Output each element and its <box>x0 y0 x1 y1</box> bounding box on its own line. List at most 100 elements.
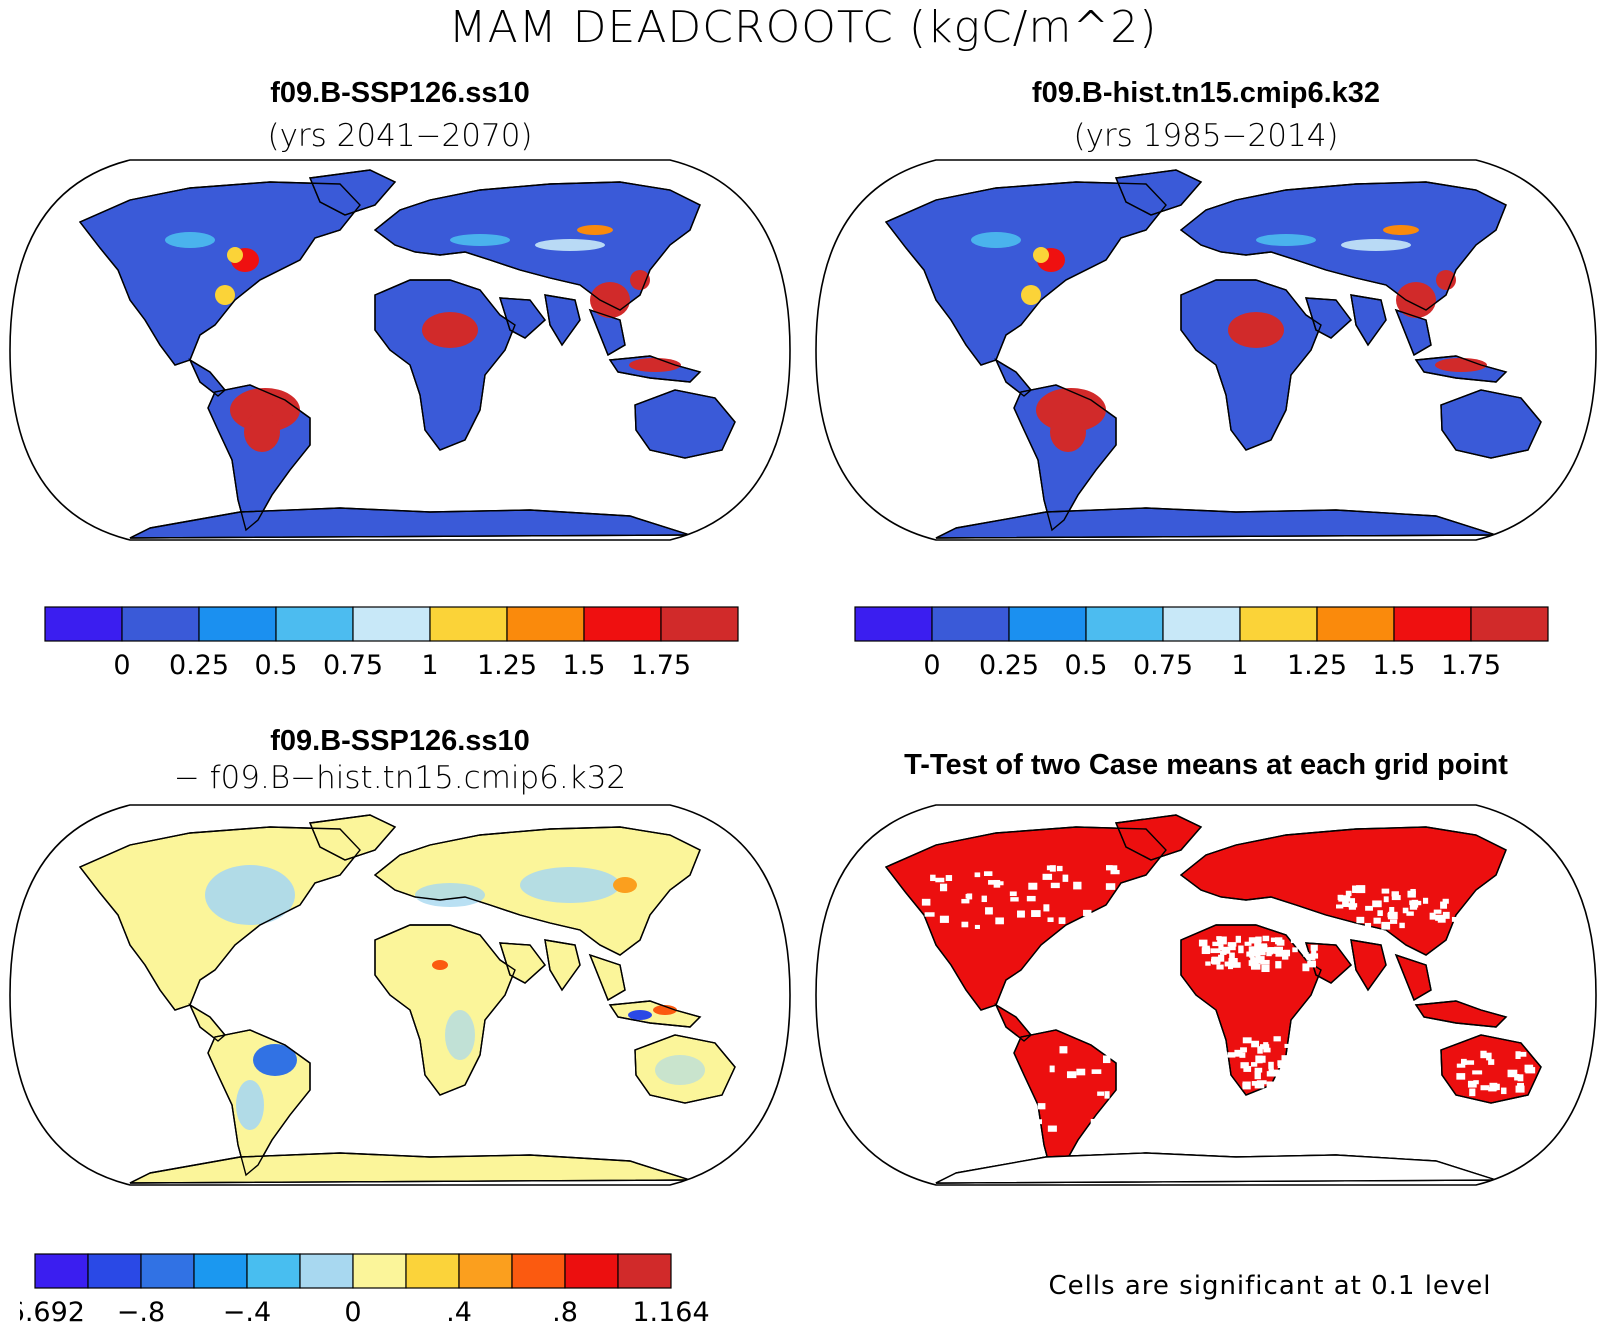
colorbar-tick-label: 0.5 <box>255 650 298 681</box>
field-patch <box>1436 270 1456 290</box>
field-patch <box>1228 312 1284 348</box>
colorbar-tick-label: −6.692 <box>20 1297 85 1323</box>
field-patch <box>1021 285 1041 305</box>
panel-subtitle-bottom-left: − f09.B−hist.tn15.cmip6.k32 <box>173 760 627 796</box>
colorbar-tick-label: 1.5 <box>1373 650 1416 681</box>
colorbar-box <box>1239 606 1318 642</box>
colorbar-box <box>506 606 585 642</box>
globe-outline <box>815 159 1597 541</box>
field-patch <box>253 1044 297 1076</box>
panel-title-top-left: f09.B-SSP126.ss10 <box>270 77 530 109</box>
panel-title-bottom-right: T-Test of two Case means at each grid po… <box>904 749 1508 781</box>
colorbar-box <box>121 606 200 642</box>
field-patch <box>630 270 650 290</box>
field-patch <box>655 1055 705 1085</box>
panel-title-top-right: f09.B-hist.tn15.cmip6.k32 <box>1031 77 1381 109</box>
colorbar-box <box>352 606 431 642</box>
colorbar-tick-label: 1.75 <box>631 650 691 681</box>
figure-title: MAM DEADCROOTC (kgC/m^2) <box>448 2 1158 53</box>
globe-outline <box>9 804 791 1186</box>
field-patch <box>1341 239 1411 251</box>
colorbar-box <box>44 606 123 642</box>
significance-note: Cells are significant at 0.1 level <box>1048 1271 1492 1301</box>
field-patch <box>1435 358 1487 372</box>
colorbar-tick-label: 0.5 <box>1065 650 1108 681</box>
colorbar-tick-label: 0.25 <box>169 650 229 681</box>
field-patch <box>165 232 215 248</box>
colorbar-box <box>140 1253 195 1289</box>
map-ttest-significance <box>815 804 1597 1186</box>
colorbar-box <box>299 1253 354 1289</box>
colorbar-tick-label: 0 <box>113 650 130 681</box>
field-patch <box>227 247 243 263</box>
colorbar-box <box>1162 606 1241 642</box>
field-patch <box>628 1010 652 1020</box>
colorbar-box <box>617 1253 672 1289</box>
colorbar-tick-label: 0 <box>344 1297 361 1323</box>
colorbar-box <box>275 606 354 642</box>
colorbar-tick-label: .4 <box>446 1297 472 1323</box>
colorbar-box <box>660 606 739 642</box>
field-patch <box>236 1080 264 1130</box>
field-patch <box>445 1010 475 1060</box>
colorbar-tick-label: 1.164 <box>632 1297 709 1323</box>
field-patch <box>1050 412 1086 452</box>
colorbar-box <box>564 1253 619 1289</box>
field-patch <box>1383 225 1419 235</box>
colorbar-box <box>193 1253 248 1289</box>
field-patch <box>450 234 510 246</box>
field-patch <box>653 1005 677 1015</box>
field-patch <box>244 412 280 452</box>
colorbar-tick-label: .8 <box>552 1297 578 1323</box>
field-patch <box>577 225 613 235</box>
colorbar-box <box>1008 606 1087 642</box>
colorbar-difference: −6.692 −.8 −.4 0 .4 .8 1.164 <box>20 1253 710 1323</box>
map-future-mean <box>9 159 791 541</box>
globe-outline <box>9 159 791 541</box>
colorbar-tick-label: 0.75 <box>323 650 383 681</box>
field-patch <box>520 867 620 903</box>
colorbar-box <box>87 1253 142 1289</box>
colorbar-box <box>198 606 277 642</box>
field-patch <box>971 232 1021 248</box>
colorbar-tick-label: 0.25 <box>979 650 1039 681</box>
colorbar-future: 0 0.25 0.5 0.75 1 1.25 1.5 1.75 <box>44 606 739 681</box>
field-patch <box>1396 282 1436 318</box>
colorbar-box <box>429 606 508 642</box>
colorbar-box <box>458 1253 513 1289</box>
colorbar-tick-label: 1 <box>421 650 438 681</box>
colorbar-tick-label: 1.75 <box>1441 650 1501 681</box>
field-patch <box>215 285 235 305</box>
panel-subtitle-top-left: (yrs 2041−2070) <box>267 118 533 154</box>
colorbar-box <box>1393 606 1472 642</box>
antarctica-non-significant <box>935 1152 1497 1184</box>
colorbar-tick-label: 1 <box>1231 650 1248 681</box>
panel-subtitle-top-right: (yrs 1985−2014) <box>1073 118 1339 154</box>
field-patch <box>1033 247 1049 263</box>
colorbar-box <box>854 606 933 642</box>
field-patch <box>205 865 295 925</box>
field-patch <box>432 960 448 970</box>
colorbar-box <box>1470 606 1549 642</box>
panel-title-bottom-left: f09.B-SSP126.ss10 <box>270 725 530 757</box>
field-patch <box>590 282 630 318</box>
field-patch <box>415 883 485 907</box>
colorbar-box <box>583 606 662 642</box>
map-difference <box>9 804 791 1186</box>
field-patch <box>422 312 478 348</box>
field-patch <box>613 877 637 893</box>
colorbar-box <box>1085 606 1164 642</box>
colorbar-box <box>1316 606 1395 642</box>
field-patch <box>1256 234 1316 246</box>
colorbar-box <box>352 1253 407 1289</box>
colorbar-box <box>34 1253 89 1289</box>
colorbar-tick-label: 1.5 <box>563 650 606 681</box>
colorbar-box <box>246 1253 301 1289</box>
colorbar-box <box>931 606 1010 642</box>
colorbar-tick-label: −.4 <box>223 1297 271 1323</box>
map-historical-mean <box>815 159 1597 541</box>
field-patch <box>535 239 605 251</box>
colorbar-tick-label: −.8 <box>117 1297 165 1323</box>
colorbar-tick-label: 0 <box>923 650 940 681</box>
colorbar-historical: 0 0.25 0.5 0.75 1 1.25 1.5 1.75 <box>854 606 1549 681</box>
